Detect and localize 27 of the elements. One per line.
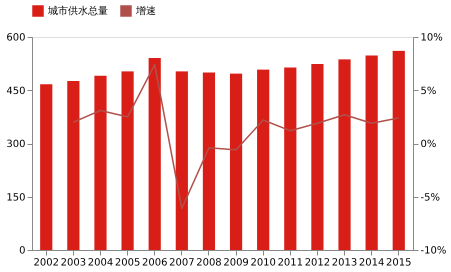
x-tick-label: 2002 (34, 258, 59, 268)
x-tick-label: 2004 (88, 258, 114, 268)
y2-tick-label: -5% (420, 192, 440, 204)
line-series (72, 64, 400, 210)
x-tick-label: 2003 (60, 258, 86, 268)
x-tick-label: 2009 (223, 258, 249, 268)
y-tick-label: 150 (6, 192, 26, 204)
x-tick-label: 2008 (196, 258, 222, 268)
x-tick-label: 2014 (358, 258, 384, 268)
y2-tick-label: 0% (420, 139, 436, 150)
y2-tick-label: 10% (420, 32, 443, 44)
x-tick-label: 2007 (169, 258, 195, 268)
legend-label: 城市供水总量 (47, 5, 108, 17)
x-tick-label: 2005 (114, 258, 140, 268)
x-tick-label: 2010 (250, 258, 276, 268)
x-tick-label: 2006 (142, 258, 168, 268)
x-tick-label: 2013 (332, 258, 358, 268)
y2-tick-label: 5% (420, 86, 436, 97)
x-tick-label: 2012 (304, 258, 330, 268)
y-tick-label: 450 (6, 86, 26, 97)
x-tick-label: 2011 (278, 258, 304, 268)
y-tick-label: 300 (6, 139, 26, 150)
x-tick-label: 2015 (386, 258, 412, 268)
y-tick-label: 600 (6, 32, 26, 44)
y2-tick-label: -10% (420, 246, 446, 256)
legend-label: 增速 (135, 5, 156, 17)
y-tick-label: 0 (19, 246, 26, 256)
